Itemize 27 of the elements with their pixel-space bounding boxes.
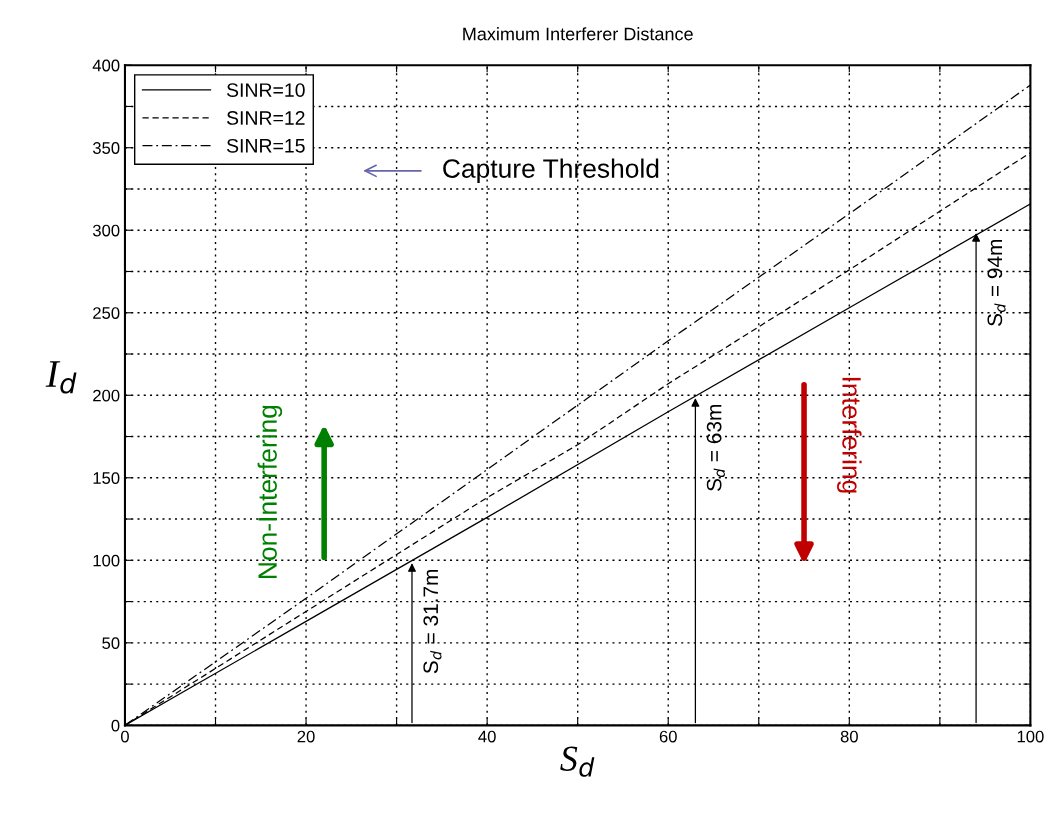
annotation: S$_{d}$ = 94m xyxy=(987,240,1006,326)
y-tick-label: 50 xyxy=(102,637,120,650)
legend-label: SINR=15 xyxy=(226,138,305,153)
legend-label: SINR=10 xyxy=(226,83,305,97)
annotation: Interfering xyxy=(837,377,862,493)
x-tick-label: 40 xyxy=(478,730,496,743)
y-tick-label: 250 xyxy=(93,307,120,319)
chart-title: Maximum Interferer Distance xyxy=(463,27,693,41)
annotation: Non-Interfering xyxy=(257,405,283,578)
annotation: S$_{d}$ = 63m xyxy=(706,405,725,491)
y-tick-label: 0 xyxy=(111,719,120,732)
y-tick-label: 350 xyxy=(92,142,120,154)
x-axis-title: S$_{d}$ xyxy=(560,746,595,777)
x-tick-label: 20 xyxy=(297,730,315,743)
y-tick-label: 150 xyxy=(93,472,120,484)
x-tick-label: 60 xyxy=(659,730,677,743)
y-axis-title: I$_{d}$ xyxy=(45,361,77,394)
x-tick-label: 80 xyxy=(840,730,858,743)
y-tick-label: 200 xyxy=(93,389,120,402)
legend-label: SINR=12 xyxy=(226,111,305,125)
x-tick-label: 100 xyxy=(1017,730,1044,743)
annotation: Capture Threshold xyxy=(443,158,659,184)
x-tick-label: 0 xyxy=(120,730,129,743)
y-tick-label: 400 xyxy=(92,59,120,72)
annotation: S$_{d}$ = 31.7m xyxy=(423,570,442,674)
y-tick-label: 300 xyxy=(92,224,120,237)
y-tick-label: 100 xyxy=(93,554,120,567)
